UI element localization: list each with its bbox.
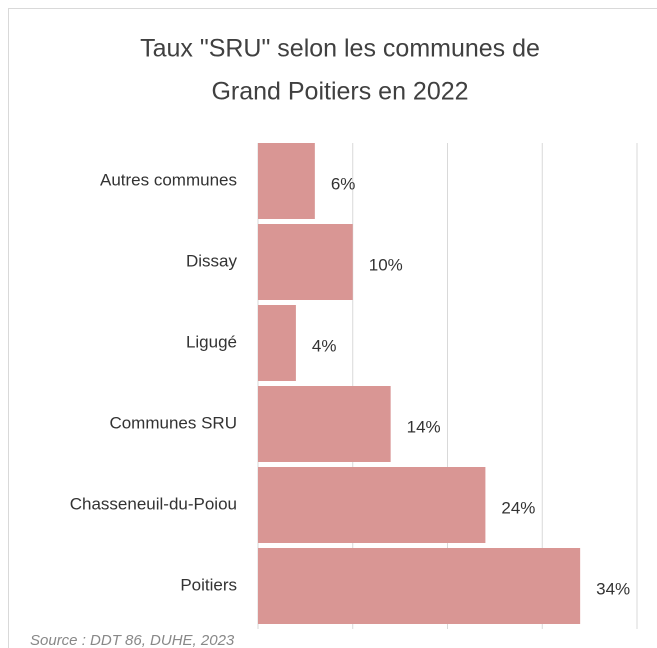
value-label: 24% <box>501 498 535 517</box>
bar <box>258 224 353 300</box>
y-tick-label: Ligugé <box>186 332 237 351</box>
bar <box>258 386 391 462</box>
chart-title: Taux "SRU" selon les communes de <box>140 35 540 63</box>
bar <box>258 467 486 543</box>
y-tick-label: Chasseneuil-du-Poiou <box>70 494 237 513</box>
bar <box>258 143 315 219</box>
value-label: 34% <box>596 579 630 598</box>
value-label: 6% <box>331 174 356 193</box>
value-label: 4% <box>312 336 337 355</box>
bar <box>258 305 296 381</box>
value-label: 14% <box>407 417 441 436</box>
y-tick-label: Poitiers <box>180 575 237 594</box>
chart-title: Grand Poitiers en 2022 <box>211 78 468 106</box>
y-tick-label: Dissay <box>186 251 238 270</box>
source-note: Source : DDT 86, DUHE, 2023 <box>30 632 235 648</box>
bar <box>258 548 581 624</box>
value-label: 10% <box>369 255 403 274</box>
y-tick-label: Autres communes <box>100 170 237 189</box>
y-tick-label: Communes SRU <box>109 413 237 432</box>
